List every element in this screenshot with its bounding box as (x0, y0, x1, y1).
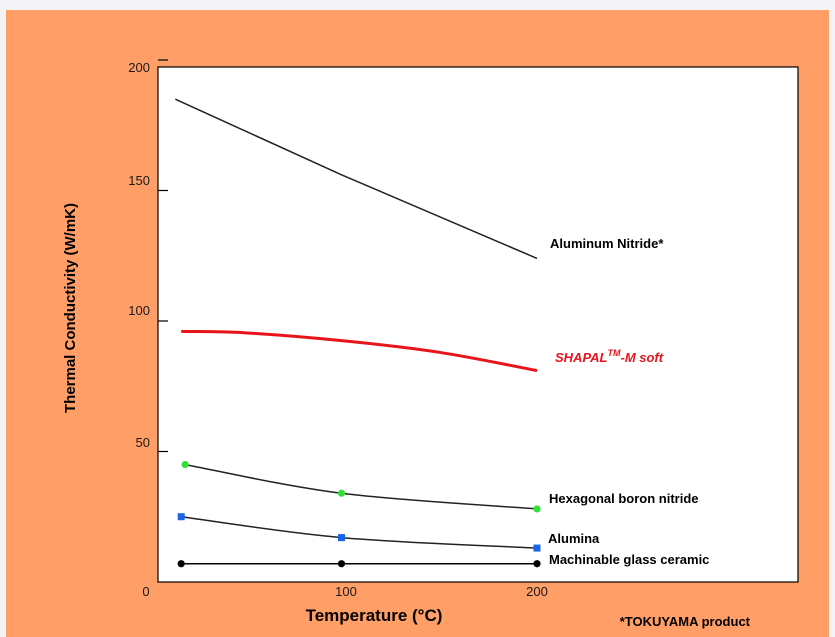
y-axis-title: Thermal Conductivity (W/mK) (62, 203, 79, 413)
y-tick-label: 50 (136, 435, 150, 450)
data-point-alumina (338, 534, 345, 542)
series-label-shapal-name: SHAPAL (555, 350, 608, 365)
y-tick-label: 200 (128, 60, 150, 75)
x-tick-label: 0 (142, 584, 149, 599)
series-label-aluminum-nitride: Aluminum Nitride* (550, 236, 664, 251)
series-markers (177, 460, 541, 568)
trademark-superscript: TM (607, 348, 620, 358)
x-tick-label: 200 (526, 584, 548, 599)
data-point-alumina (533, 544, 541, 552)
axis-ticks (158, 59, 168, 453)
series-label-alumina: Alumina (548, 531, 600, 546)
series-label-hexagonal-boron-nitride: Hexagonal boron nitride (549, 491, 699, 506)
series-label-shapal: SHAPALTM-M soft (555, 348, 664, 365)
data-point-hexagonal-boron-nitride (337, 489, 346, 497)
y-tick-label: 150 (128, 173, 150, 188)
x-axis-title: Temperature (°C) (306, 606, 443, 625)
x-tick-label: 100 (335, 584, 357, 599)
footnote: *TOKUYAMA product (620, 614, 751, 629)
y-tick-label: 100 (128, 303, 150, 318)
data-point-hexagonal-boron-nitride (533, 505, 541, 513)
data-point-hexagonal-boron-nitride (181, 460, 189, 469)
series-label-shapal-suffix: -M soft (620, 350, 663, 365)
series-label-machinable-glass-ceramic: Machinable glass ceramic (549, 552, 709, 567)
series-line-aluminum-nitride (174, 98, 538, 260)
data-point-machinable-glass-ceramic (533, 560, 541, 568)
data-point-alumina (177, 513, 185, 521)
data-point-machinable-glass-ceramic (337, 560, 346, 568)
plot-area (157, 66, 799, 583)
series-line-shapal (181, 329, 538, 373)
data-point-machinable-glass-ceramic (177, 560, 185, 568)
